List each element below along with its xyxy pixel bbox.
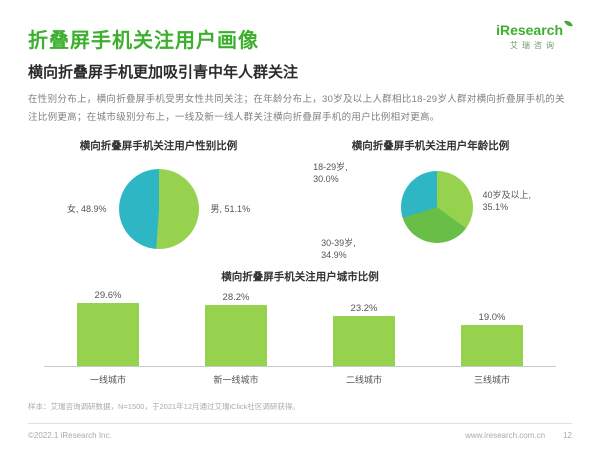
bar-group-tier1: 29.6% 一线城市 [44, 290, 172, 386]
gender-pie [118, 169, 199, 250]
body-text: 在性别分布上，横向折叠屏手机受男女性共同关注；在年龄分布上，30岁及以上人群相比… [28, 94, 565, 123]
age-pie-block: 横向折叠屏手机关注用户年龄比例 18-29岁, 30.0% 40岁及以上, 35… [289, 138, 572, 265]
bar-value-label: 28.2% [222, 291, 250, 303]
age-slice-label-30-39: 30-39岁, 34.9% [321, 237, 356, 260]
age-pie [400, 171, 473, 244]
bar [333, 315, 395, 367]
iresearch-logo: iResearch 艾瑞咨询 [496, 19, 573, 51]
bar-category-label: 三线城市 [428, 366, 556, 386]
gender-slice-label-female: 女, 48.9% [67, 204, 107, 215]
page-header: 折叠屏手机关注用户画像 iResearch 艾瑞咨询 [0, 0, 600, 53]
bar-category-label: 新一线城市 [172, 366, 300, 386]
bar-group-tier2: 23.2% 二线城市 [300, 290, 428, 386]
bar-value-label: 29.6% [94, 290, 122, 302]
gender-slice-label-male: 男, 51.1% [210, 204, 251, 215]
age-slice-label-40-plus: 40岁及以上, 35.1% [482, 190, 532, 213]
page-footer: ©2022.1 iResearch Inc. www.iresearch.com… [28, 423, 572, 440]
footer-source-note: 样本：艾瑞咨询调研数据，N=1500，于2021年12月通过艾瑞iClick社区… [28, 402, 300, 411]
bar-value-label: 19.0% [478, 311, 506, 323]
page-number: 12 [563, 431, 572, 440]
age-pie-area: 18-29岁, 30.0% 40岁及以上, 35.1% 30-39岁, 34.9… [289, 153, 572, 265]
pie-charts-row: 横向折叠屏手机关注用户性别比例 女, 48.9% 男, 51.1% 横向折叠屏手… [0, 138, 600, 265]
page-subtitle: 横向折叠屏手机更加吸引青中年人群关注 [28, 64, 299, 81]
footer-website: www.iresearch.com.cn [465, 431, 546, 440]
city-bar-chart: 横向折叠屏手机关注用户城市比例 29.6% 一线城市 28.2% 新一线城市 2… [0, 269, 600, 386]
logo-wordmark: iResearch [496, 22, 563, 38]
bar-category-label: 一线城市 [44, 366, 172, 386]
bar-value-label: 23.2% [350, 302, 378, 314]
bar [205, 304, 267, 367]
leaf-icon [564, 19, 573, 28]
age-slice-label-18-29: 18-29岁, 30.0% [313, 162, 348, 185]
gender-chart-title: 横向折叠屏手机关注用户性别比例 [79, 140, 238, 153]
logo-subtitle: 艾瑞咨询 [510, 41, 559, 50]
bar-group-tier3: 19.0% 三线城市 [428, 290, 556, 386]
city-chart-title: 横向折叠屏手机关注用户城市比例 [221, 271, 379, 284]
bar [461, 324, 523, 367]
bar-category-label: 二线城市 [300, 366, 428, 386]
bar [77, 303, 139, 367]
gender-pie-area: 女, 48.9% 男, 51.1% [28, 153, 289, 265]
gender-pie-block: 横向折叠屏手机关注用户性别比例 女, 48.9% 男, 51.1% [28, 138, 289, 265]
bar-group-new-tier1: 28.2% 新一线城市 [172, 290, 300, 386]
bar-plot-area: 29.6% 一线城市 28.2% 新一线城市 23.2% 二线城市 [44, 290, 556, 386]
footer-copyright: ©2022.1 iResearch Inc. [28, 431, 112, 440]
age-chart-title: 横向折叠屏手机关注用户年龄比例 [351, 140, 510, 153]
page-title: 折叠屏手机关注用户画像 [28, 30, 259, 52]
